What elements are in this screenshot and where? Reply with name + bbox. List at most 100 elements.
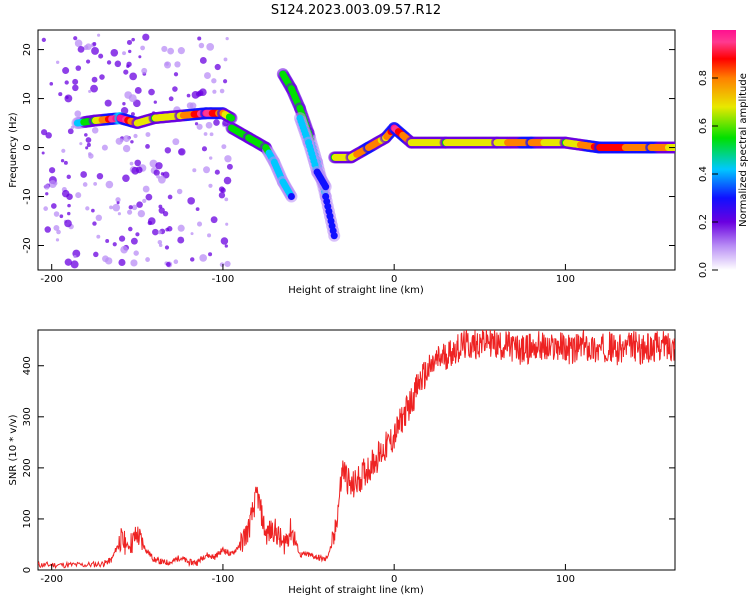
speckle-mark [66, 174, 71, 180]
speckle-mark [67, 203, 71, 208]
speckle-mark [53, 211, 60, 217]
speckle-mark [207, 233, 212, 238]
speckle-mark [219, 88, 225, 94]
speckle-mark [64, 80, 69, 85]
colorbar: 0.0 0.2 0.4 0.6 0.8 Normalized spectral ampl… [698, 30, 749, 278]
speckle-mark [118, 258, 126, 266]
speckle-mark [224, 244, 228, 248]
speckle-mark [44, 184, 50, 190]
snr-panel: -200 -100 0 100 0 100 200 300 400 Height of str… [8, 329, 676, 596]
speckle-mark [67, 128, 74, 135]
speckle-mark [178, 148, 186, 156]
speckle-mark [137, 209, 146, 218]
speckle-mark [209, 132, 214, 137]
speckle-mark [195, 207, 200, 211]
colorbar-tick-label: 0.4 [698, 166, 709, 182]
speckle-mark [115, 137, 123, 145]
y-tick-label: -20 [22, 237, 33, 253]
speckle-mark [176, 188, 183, 195]
top-x-ticks: -200 -100 0 100 [40, 264, 575, 285]
speckle-mark [167, 194, 173, 200]
speckle-mark [122, 102, 126, 106]
speckle-mark [128, 49, 132, 54]
speckle-mark [196, 123, 203, 130]
speckle-mark [145, 132, 151, 138]
colorbar-gradient [712, 30, 736, 270]
speckle-mark [53, 224, 60, 231]
snr-series-line [38, 330, 675, 570]
speckle-mark [64, 94, 73, 103]
speckle-mark [92, 42, 97, 46]
speckle-mark [138, 55, 142, 59]
speckle-mark [63, 160, 68, 165]
speckle-mark [212, 89, 217, 94]
speckle-mark [211, 78, 217, 84]
speckle-mark [199, 57, 207, 64]
speckle-mark [41, 37, 46, 42]
ridge-core-mark [322, 183, 330, 191]
snr-plot-area [37, 329, 676, 571]
speckle-mark [43, 206, 48, 211]
speckle-mark [90, 84, 98, 93]
speckle-mark [147, 217, 156, 225]
speckle-mark [77, 45, 85, 53]
speckle-mark [225, 37, 229, 41]
speckle-mark [120, 107, 129, 115]
speckle-mark [117, 212, 121, 216]
speckle-mark [157, 239, 163, 245]
speckle-mark [167, 47, 175, 55]
speckle-mark [160, 172, 165, 176]
speckle-mark [109, 205, 113, 210]
y-tick-label: 100 [22, 509, 33, 528]
speckle-mark [91, 76, 98, 83]
speckle-mark [173, 259, 179, 265]
speckle-mark [93, 251, 99, 258]
speckle-mark [190, 257, 195, 262]
speckle-mark [130, 259, 138, 267]
speckle-mark [145, 257, 150, 262]
speckle-mark [186, 93, 191, 98]
speckle-mark [50, 203, 57, 209]
speckle-mark [191, 90, 200, 99]
speckle-mark [96, 172, 104, 180]
speckle-mark [164, 147, 172, 154]
speckle-mark [134, 159, 142, 167]
speckle-mark [140, 45, 145, 51]
speckle-mark [135, 232, 140, 237]
speckle-mark [173, 72, 179, 77]
speckle-mark [157, 230, 162, 235]
speckle-mark [142, 33, 150, 41]
speckle-mark [91, 208, 95, 213]
speckle-mark [95, 214, 103, 222]
speckle-mark [199, 254, 208, 262]
speckle-mark [219, 262, 225, 267]
speckle-mark [106, 60, 112, 65]
speckle-mark [189, 102, 197, 110]
x-tick-label: -100 [212, 574, 235, 585]
speckle-mark [136, 201, 143, 208]
speckle-mark [218, 186, 225, 193]
speckle-mark [220, 237, 229, 245]
speckle-mark [84, 133, 88, 137]
top-y-ticks: -20 -10 0 10 20 [22, 43, 675, 254]
y-tick-label: 0 [22, 144, 33, 150]
speckle-mark [204, 72, 211, 80]
speckle-mark [56, 60, 60, 64]
speckle-mark [83, 45, 89, 51]
speckle-mark [218, 192, 226, 199]
speckle-mark [166, 261, 171, 267]
top-x-axis-label: Height of straight line (km) [288, 285, 424, 296]
speckle-mark [91, 127, 99, 134]
speckle-mark [190, 232, 194, 236]
speckle-mark [110, 48, 119, 57]
speckle-mark [161, 45, 168, 52]
speckle-mark [129, 161, 134, 166]
speckle-mark [96, 234, 101, 239]
bottom-x-ticks: -200 -100 0 100 [40, 564, 575, 585]
speckle-mark [128, 205, 133, 210]
speckle-mark [60, 159, 65, 163]
speckle-mark [70, 260, 79, 269]
speckle-mark [196, 221, 203, 227]
y-tick-label: 20 [22, 43, 33, 56]
